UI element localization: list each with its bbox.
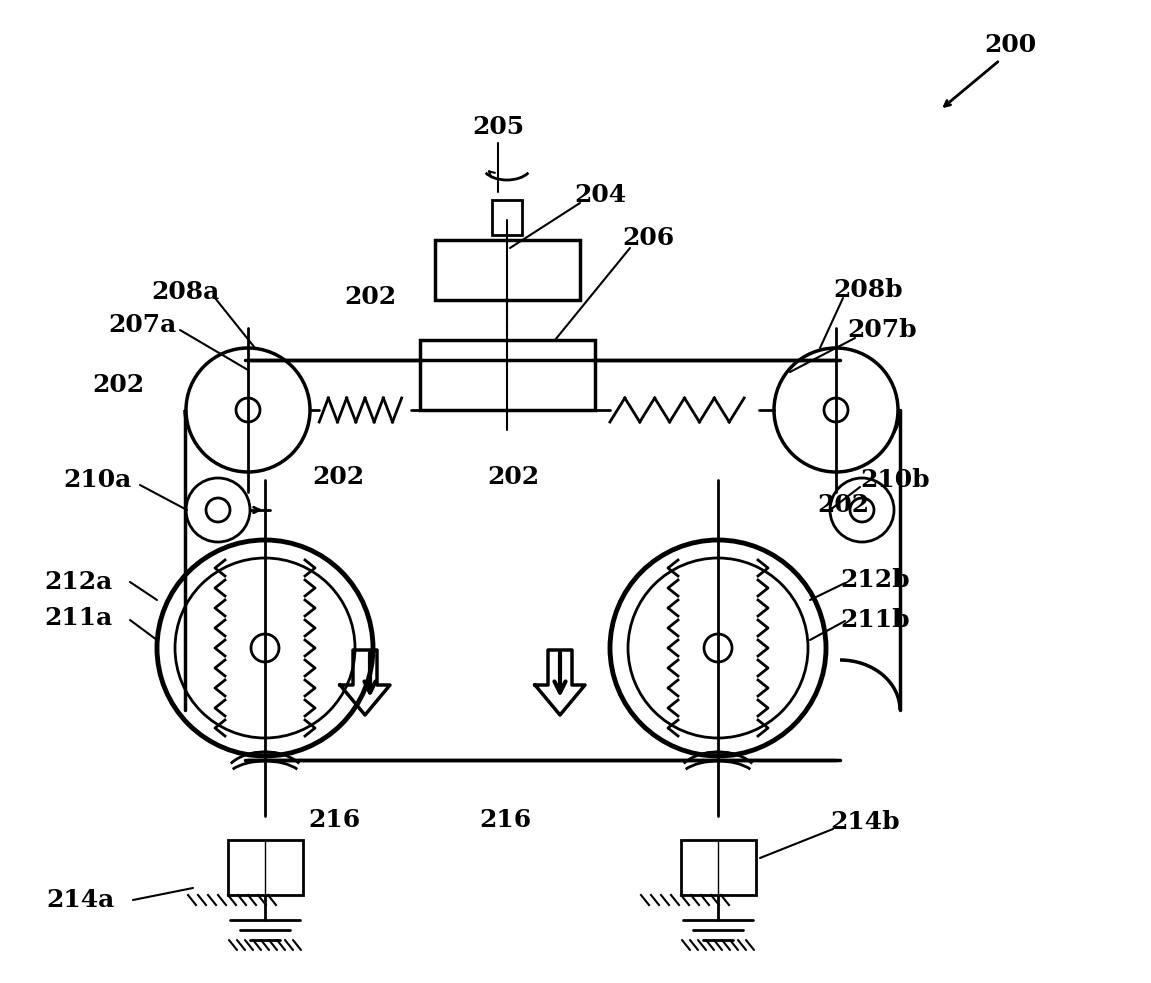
Text: 204: 204	[574, 183, 626, 207]
Circle shape	[175, 558, 355, 738]
Text: 216: 216	[308, 808, 360, 832]
Circle shape	[773, 348, 898, 472]
Circle shape	[157, 540, 373, 756]
Circle shape	[251, 634, 279, 662]
Text: 205: 205	[472, 115, 524, 139]
Circle shape	[849, 498, 874, 522]
Text: 200: 200	[984, 33, 1036, 57]
Circle shape	[186, 348, 310, 472]
Text: 211a: 211a	[44, 606, 112, 630]
Circle shape	[704, 634, 732, 662]
Text: 212b: 212b	[840, 568, 909, 592]
Circle shape	[186, 478, 250, 542]
Text: 210b: 210b	[860, 468, 930, 492]
Bar	[420, 340, 595, 410]
Text: 212a: 212a	[44, 570, 112, 594]
Circle shape	[206, 498, 230, 522]
Circle shape	[824, 398, 848, 422]
Circle shape	[236, 398, 260, 422]
Text: 202: 202	[487, 465, 539, 489]
Text: 202: 202	[344, 285, 396, 309]
Bar	[435, 240, 580, 300]
Circle shape	[610, 540, 826, 756]
Text: 214a: 214a	[46, 888, 114, 912]
Text: 202: 202	[817, 493, 869, 517]
Text: 207a: 207a	[108, 313, 176, 337]
Circle shape	[628, 558, 808, 738]
Text: 206: 206	[622, 226, 674, 250]
Text: 211b: 211b	[840, 608, 909, 632]
Text: 207b: 207b	[847, 318, 917, 342]
Text: 214b: 214b	[830, 810, 900, 834]
Text: 216: 216	[479, 808, 531, 832]
Text: 208a: 208a	[151, 280, 219, 304]
Circle shape	[830, 478, 894, 542]
Bar	[228, 840, 303, 895]
Bar	[491, 200, 523, 235]
Text: 210a: 210a	[63, 468, 131, 492]
Bar	[681, 840, 756, 895]
Text: 202: 202	[92, 373, 144, 397]
Text: 202: 202	[312, 465, 364, 489]
Text: 208b: 208b	[833, 278, 902, 302]
